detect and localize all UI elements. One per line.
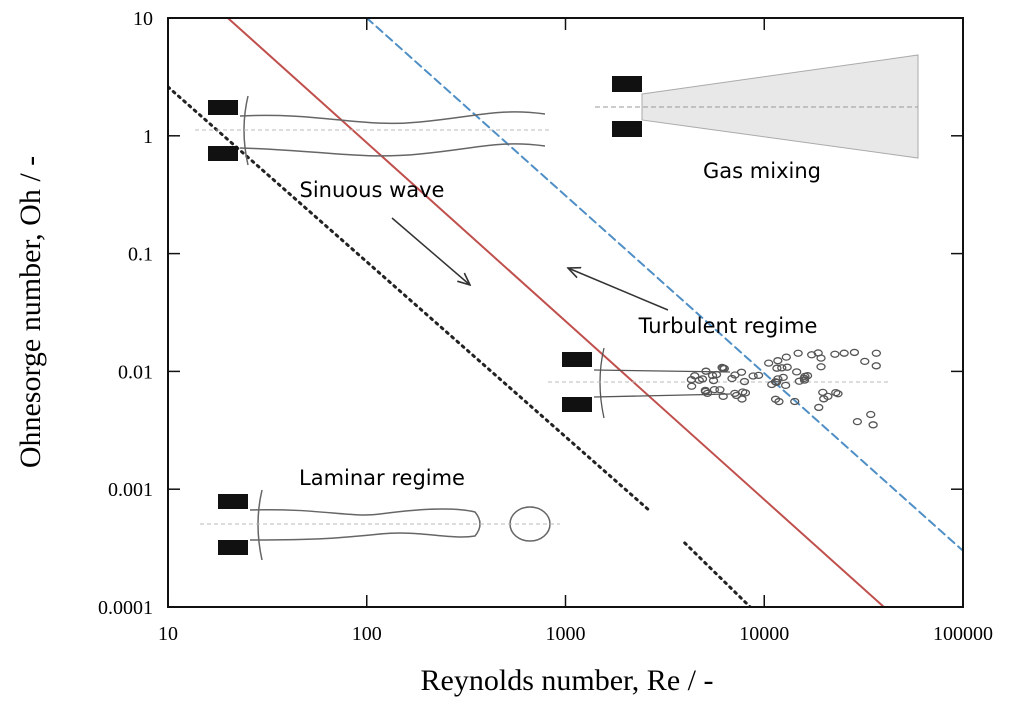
droplet <box>711 370 722 379</box>
x-tick-label: 100 <box>352 623 382 645</box>
droplet <box>708 376 719 385</box>
y-tick-label: 0.001 <box>108 479 153 501</box>
droplet <box>748 372 758 380</box>
droplet <box>830 350 840 358</box>
droplet <box>792 368 802 376</box>
plot-area: 10 100 1000 10000 100000 0.0001 0.001 0.01 0.1 1 1… <box>98 8 993 645</box>
droplet <box>697 375 708 383</box>
y-axis-label: Ohnesorge number, Oh / - <box>14 156 47 468</box>
droplet <box>807 351 817 359</box>
sinuous-jet-sketch <box>195 95 550 166</box>
arrow <box>391 217 470 285</box>
droplet <box>718 392 728 401</box>
droplet <box>849 348 860 357</box>
arrow <box>568 268 669 311</box>
droplet <box>799 376 810 384</box>
droplet <box>871 362 881 370</box>
gas-mixing-sketch <box>595 54 919 159</box>
droplet <box>839 349 849 357</box>
droplet <box>814 403 824 412</box>
annotation: Gas mixing <box>703 159 821 183</box>
droplet <box>773 357 783 365</box>
droplet <box>823 392 833 400</box>
droplet <box>866 410 876 419</box>
x-tick-label: 1000 <box>546 623 586 645</box>
annotation: Turbulent regime <box>638 314 818 338</box>
annotation: Laminar regime <box>299 466 465 490</box>
droplet <box>764 359 774 367</box>
droplet <box>782 363 792 371</box>
droplet <box>818 388 828 397</box>
turbulent-sketch <box>548 347 890 429</box>
y-tick-label: 10 <box>133 8 153 30</box>
droplet <box>790 397 800 406</box>
droplet <box>871 349 882 357</box>
x-tick-label: 10 <box>158 623 178 645</box>
series-line <box>683 541 752 607</box>
droplet <box>717 363 727 372</box>
droplet <box>701 367 711 375</box>
y-tick-label: 0.01 <box>118 361 153 383</box>
x-tick-label: 100000 <box>933 623 993 645</box>
laminar-sketch <box>200 489 560 561</box>
droplet <box>686 382 697 390</box>
series-line <box>168 85 651 512</box>
droplet <box>833 390 843 398</box>
droplet <box>831 388 841 397</box>
droplet <box>781 353 791 361</box>
droplet <box>772 364 782 372</box>
droplet <box>738 388 748 396</box>
series-line <box>226 18 885 607</box>
droplet <box>753 371 764 380</box>
droplet <box>777 364 787 372</box>
droplet <box>868 421 878 429</box>
droplet <box>739 377 750 386</box>
droplet <box>852 418 863 426</box>
x-axis-label: Reynolds number, Re / - <box>421 664 714 697</box>
droplet <box>793 349 803 357</box>
droplet <box>700 387 711 396</box>
droplet <box>816 363 826 371</box>
droplet <box>780 381 791 390</box>
x-tick-label: 10000 <box>739 623 789 645</box>
droplet <box>715 386 725 394</box>
droplet <box>860 357 870 365</box>
droplet <box>778 373 788 382</box>
droplet <box>737 395 747 403</box>
droplet <box>816 354 826 362</box>
droplet <box>702 389 713 398</box>
droplet <box>690 372 700 380</box>
droplet <box>773 375 783 383</box>
droplet <box>709 385 720 394</box>
droplet <box>774 397 784 406</box>
droplet <box>707 371 718 380</box>
y-tick-label: 0.0001 <box>98 597 153 619</box>
y-tick-label: 0.1 <box>128 244 153 266</box>
droplet <box>730 371 740 379</box>
droplet <box>730 389 740 398</box>
y-tick-label: 1 <box>143 126 153 148</box>
annotation: Sinuous wave <box>300 178 445 202</box>
series-line <box>365 18 963 552</box>
